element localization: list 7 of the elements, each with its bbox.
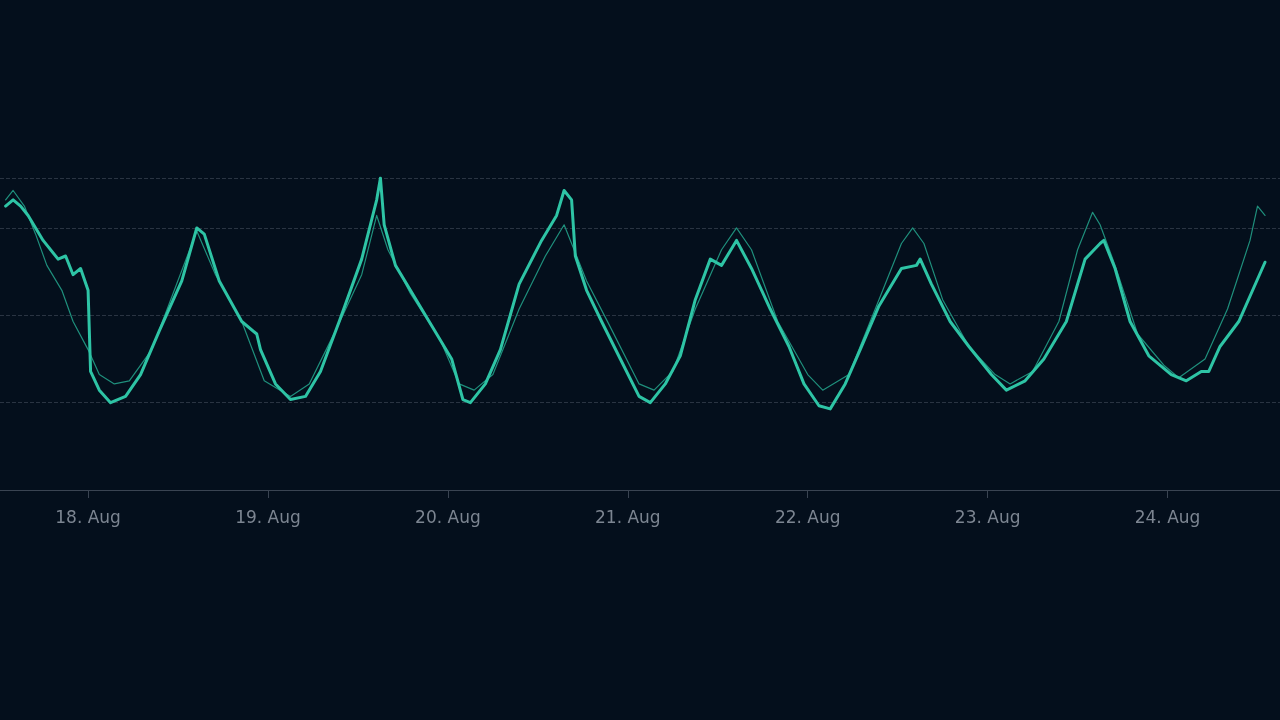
x-tick-label: 23. Aug: [954, 506, 1021, 527]
x-tick-label: 19. Aug: [235, 506, 301, 527]
x-tick-label: 20. Aug: [415, 506, 481, 527]
x-tick-label: 18. Aug: [55, 506, 121, 527]
x-tick-label: 24. Aug: [1134, 506, 1201, 527]
x-tick-label: 21. Aug: [595, 506, 661, 527]
x-tick-label: 22. Aug: [774, 506, 841, 527]
